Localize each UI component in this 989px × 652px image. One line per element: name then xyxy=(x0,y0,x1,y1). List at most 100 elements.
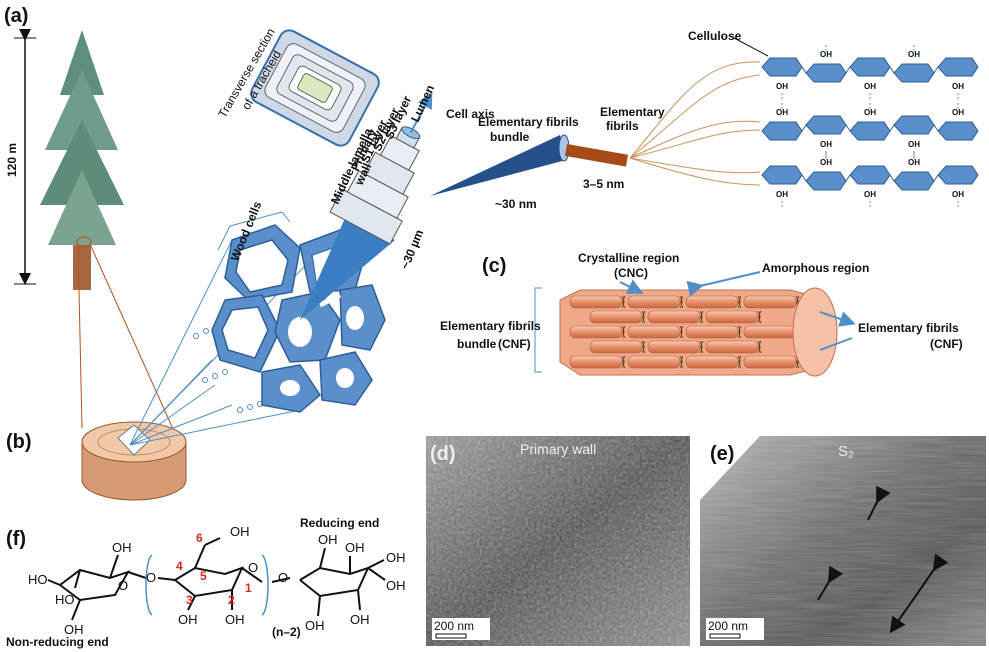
glucose-ring xyxy=(849,57,891,77)
threads xyxy=(629,61,761,186)
rod xyxy=(627,355,681,369)
arrows xyxy=(817,485,949,634)
bundle xyxy=(430,135,566,196)
glucose-ring xyxy=(761,165,803,185)
cnf-bundle-label: bundle xyxy=(457,337,497,351)
bond xyxy=(889,66,895,74)
crystalline-label: (CNC) xyxy=(614,266,648,280)
chem-label: OH xyxy=(112,540,132,555)
rod xyxy=(627,295,681,309)
rod xyxy=(627,325,681,339)
crystalline-label: Crystalline region xyxy=(578,251,679,265)
glucose-ring xyxy=(805,171,847,191)
cellulose-chains: OH OH OH OH OH OH OH OH OH OH OH OH OH OH OH xyxy=(761,45,979,209)
chem-label: OH xyxy=(350,612,370,627)
amorphous-twist xyxy=(641,310,646,324)
glucose-ring xyxy=(893,115,935,135)
rod xyxy=(705,310,759,324)
chem-label: HO xyxy=(28,572,48,587)
rod xyxy=(589,310,643,324)
glucose-ring xyxy=(761,57,803,77)
chem-label: OH xyxy=(345,540,365,555)
glucose-ring xyxy=(805,63,847,83)
log xyxy=(81,421,187,501)
rod xyxy=(569,355,623,369)
tracheid xyxy=(329,92,433,245)
panel-label: (c) xyxy=(482,255,506,277)
hydroxyl-label: OH xyxy=(952,190,964,199)
rod xyxy=(743,355,797,369)
hydroxyl-label: OH xyxy=(776,82,788,91)
amorphous-twist xyxy=(737,295,742,309)
cnf-bundle-label: (CNF) xyxy=(498,337,531,351)
rod xyxy=(743,325,797,339)
hydroxyl-label: OH xyxy=(820,50,832,59)
hydroxyl-label: OH xyxy=(908,140,920,149)
bond xyxy=(889,124,895,132)
repeat-label: (n–2) xyxy=(272,625,301,639)
rod xyxy=(705,340,759,354)
glucose-ring xyxy=(805,115,847,135)
bond xyxy=(845,124,851,132)
cnf-fibrils-label: (CNF) xyxy=(930,337,963,351)
tem-texture-e xyxy=(700,436,986,646)
chem-label: OH xyxy=(318,532,338,547)
cone xyxy=(300,218,395,320)
chem-label: O xyxy=(118,578,128,593)
bond xyxy=(933,174,939,182)
carbon-number: 3 xyxy=(186,593,193,607)
bond xyxy=(845,174,851,182)
amorphous-twist xyxy=(699,340,704,354)
height-label: 120 m xyxy=(5,143,19,177)
rod xyxy=(569,325,623,339)
cellulose-label: Cellulose xyxy=(688,29,742,43)
hydroxyl-label: OH xyxy=(952,108,964,117)
chem-label: O xyxy=(146,570,156,585)
amorphous-twist xyxy=(757,310,762,324)
bundle-label: bundle xyxy=(490,130,530,144)
carbon-number: 5 xyxy=(200,569,207,583)
panel-label: (a) xyxy=(4,5,28,27)
rod xyxy=(685,325,739,339)
image-title: S₂ xyxy=(838,443,854,460)
carbon-number: 6 xyxy=(196,531,203,545)
glucose-ring xyxy=(937,121,979,141)
reducing-end-label: Reducing end xyxy=(300,516,379,530)
scalebar xyxy=(709,633,741,639)
amorphous-twist xyxy=(621,325,626,339)
amorphous-twist xyxy=(679,325,684,339)
amorphous-twist xyxy=(679,355,684,369)
size-label: 3–5 nm xyxy=(583,177,624,191)
bond xyxy=(933,66,939,74)
fibril xyxy=(564,144,629,167)
chem-label: OH xyxy=(305,618,325,633)
chem-label: OH xyxy=(230,524,250,539)
chem-label: OH xyxy=(64,622,84,637)
panel-label: (e) xyxy=(710,443,734,465)
hydroxyl-label: OH xyxy=(908,50,920,59)
hydroxyl-label: OH xyxy=(776,190,788,199)
chem-labels: OH HO HO OH O OH O OH OH O OH OH OH OH OH OH O 12 3 4 5 6 xyxy=(28,524,406,637)
hydroxyl-label: OH xyxy=(820,158,832,167)
hydroxyl-label: OH xyxy=(864,190,876,199)
panel-label: (d) xyxy=(430,443,456,465)
glucose-ring xyxy=(893,171,935,191)
carbon-number: 4 xyxy=(176,559,183,573)
chem-label: OH xyxy=(225,612,245,627)
hydroxyl-label: OH xyxy=(908,158,920,167)
bundle-label: Elementary fibrils xyxy=(478,115,579,129)
amorphous-label: Amorphous region xyxy=(762,261,869,275)
glucose-ring xyxy=(893,63,935,83)
cnf-bundle-label: Elementary fibrils xyxy=(440,319,541,333)
bond xyxy=(845,66,851,74)
bond xyxy=(933,124,939,132)
glucose-ring xyxy=(849,121,891,141)
amorphous-twist xyxy=(679,295,684,309)
image-corner xyxy=(700,436,760,500)
chem-label: HO xyxy=(55,592,75,607)
amorphous-twist xyxy=(641,340,646,354)
fibril-label: fibrils xyxy=(606,119,639,133)
cnf-fibrils-label: Elementary fibrils xyxy=(858,321,959,335)
panel-label: (f) xyxy=(6,528,26,550)
rod xyxy=(685,355,739,369)
